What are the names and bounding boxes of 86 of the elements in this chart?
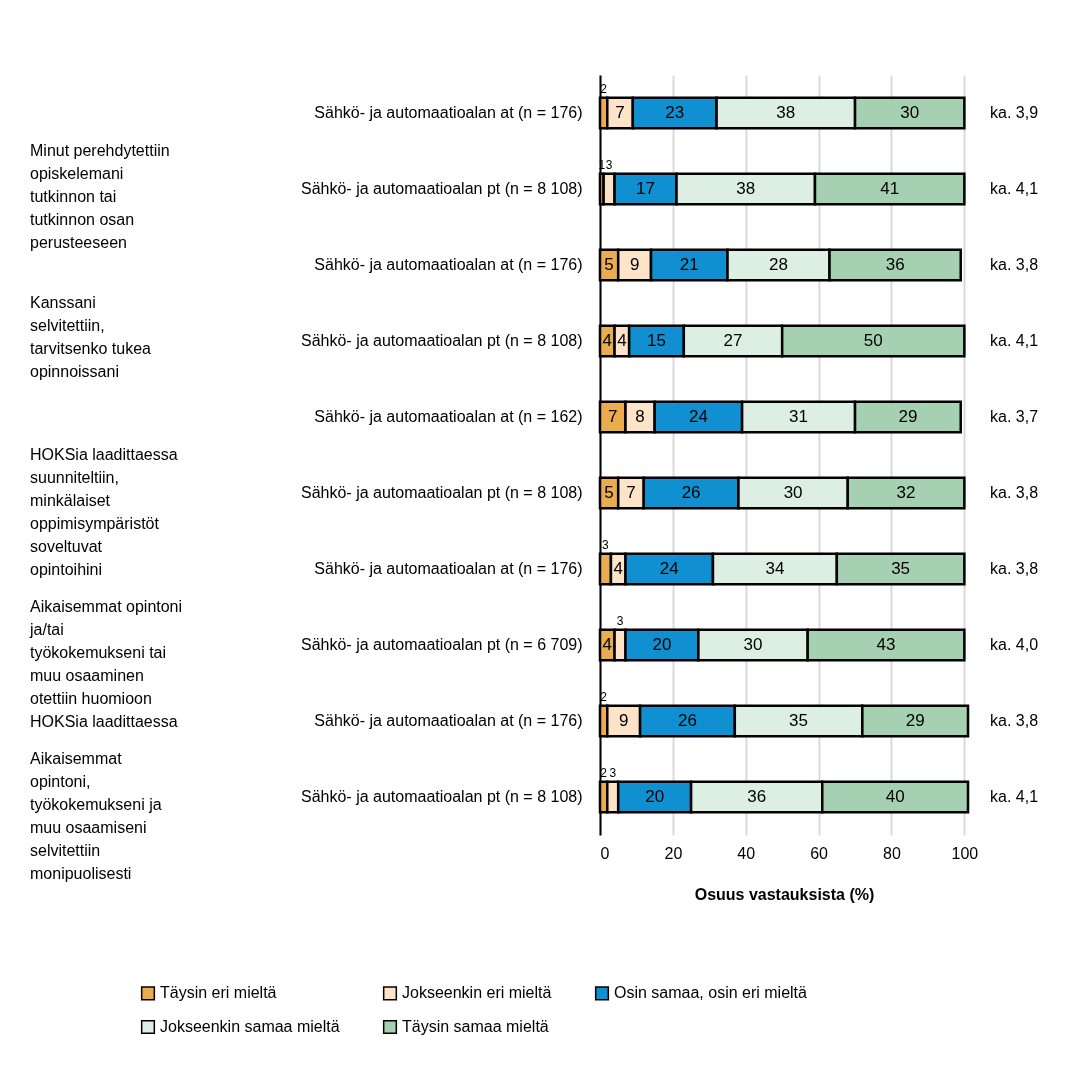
y-tick-label: Sähkö- ja automaatioalan pt (n = 6 709) xyxy=(300,636,583,653)
data-label: 9 xyxy=(629,255,640,274)
data-label: 26 xyxy=(677,711,697,730)
data-label: 29 xyxy=(905,711,925,730)
data-label: 27 xyxy=(723,331,743,350)
x-tick-label: 20 xyxy=(664,844,683,862)
data-label: 3 xyxy=(609,766,617,780)
x-tick-label: 0 xyxy=(600,844,610,862)
y-tick-label: Sähkö- ja automaatioalan at (n = 176) xyxy=(314,256,583,273)
y-tick-label: Sähkö- ja automaatioalan at (n = 176) xyxy=(314,712,583,729)
data-label: 3 xyxy=(616,614,624,628)
text: Minut perehdytettiin opiskelemani tutkinnon tai tutkinnon osan perusteeseen xyxy=(30,142,170,251)
data-label: 26 xyxy=(681,483,701,502)
x-tick-label: 100 xyxy=(951,844,979,862)
text: HOKSia laadittaessa suunniteltiin, minkälaiset oppimisympäristöt soveltuvat opintoihini xyxy=(30,446,178,578)
y-tick-label: Sähkö- ja automaatioalan pt (n = 8 108) xyxy=(300,484,583,501)
legend-label: Jokseenkin eri mieltä xyxy=(402,984,552,1002)
data-label: 5 xyxy=(604,255,614,274)
y-tick-label: Sähkö- ja automaatioalan at (n = 162) xyxy=(314,408,583,425)
text: ka. 3,9 xyxy=(990,104,1039,121)
text: ka. 3,8 xyxy=(990,484,1039,501)
text: ka. 4,1 xyxy=(990,180,1039,197)
data-label: 21 xyxy=(679,255,699,274)
data-label: 5 xyxy=(604,483,614,502)
data-label: 9 xyxy=(618,711,629,730)
data-label: 20 xyxy=(652,635,672,654)
data-label: 23 xyxy=(665,103,685,122)
data-label: 36 xyxy=(885,255,905,274)
data-label: 35 xyxy=(789,711,809,730)
data-label: 15 xyxy=(647,331,666,350)
data-label: 24 xyxy=(688,407,708,426)
y-tick-label: Sähkö- ja automaatioalan at (n = 176) xyxy=(314,104,583,121)
legend-label: Täysin eri mieltä xyxy=(160,984,277,1002)
data-label: 3 xyxy=(605,158,613,172)
data-label: 8 xyxy=(635,407,645,426)
data-label: 31 xyxy=(789,407,809,426)
text: Kanssani selvitettiin, tarvitsenko tukea opinnoissani xyxy=(30,294,152,380)
data-label: 7 xyxy=(615,103,625,122)
text: ka. 3,8 xyxy=(990,256,1039,273)
data-label: 29 xyxy=(898,407,918,426)
x-tick-label: 40 xyxy=(737,844,756,862)
data-label: 3 xyxy=(602,538,610,552)
data-label: 4 xyxy=(602,635,613,654)
data-label: 17 xyxy=(636,179,656,198)
data-label: 30 xyxy=(743,635,763,654)
y-tick-label: Sähkö- ja automaatioalan pt (n = 8 108) xyxy=(300,180,583,197)
x-tick-label: 60 xyxy=(810,844,829,862)
data-label: 28 xyxy=(769,255,788,274)
y-tick-label: Sähkö- ja automaatioalan pt (n = 8 108) xyxy=(300,332,583,349)
data-label: 32 xyxy=(896,483,916,502)
data-label: 2 xyxy=(600,766,608,780)
text: ka. 4,0 xyxy=(990,636,1039,653)
x-tick-label: 80 xyxy=(883,844,901,862)
data-label: 24 xyxy=(659,559,679,578)
data-label: 2 xyxy=(600,82,608,96)
x-axis-title: Osuus vastauksista (%) xyxy=(694,885,875,903)
data-label: 34 xyxy=(765,559,785,578)
text: Aikaisemmat opintoni, työkokemukseni ja muu osaamiseni selvitettiin monipuolisesti xyxy=(30,750,162,882)
data-label: 35 xyxy=(891,559,911,578)
data-label: 43 xyxy=(876,635,896,654)
data-label: 50 xyxy=(863,331,883,350)
text: ka. 3,8 xyxy=(990,560,1039,577)
data-label: 20 xyxy=(645,787,665,806)
data-label: 7 xyxy=(626,483,636,502)
data-label: 30 xyxy=(900,103,920,122)
y-tick-label: Sähkö- ja automaatioalan at (n = 176) xyxy=(314,560,583,577)
text: Aikaisemmat opintoni ja/tai työkokemukseni tai muu osaaminen otettiin huomioon HOKSia laadittaessa xyxy=(29,598,183,730)
data-label: 38 xyxy=(736,179,756,198)
data-label: 36 xyxy=(747,787,767,806)
text: ka. 4,1 xyxy=(990,332,1039,349)
legend-label: Jokseenkin samaa mieltä xyxy=(160,1018,340,1035)
y-tick-label: Sähkö- ja automaatioalan pt (n = 8 108) xyxy=(300,788,583,805)
data-label: 7 xyxy=(608,407,618,426)
data-label: 4 xyxy=(602,331,613,350)
legend-label: Täysin samaa mieltä xyxy=(402,1018,549,1035)
data-label: 4 xyxy=(613,559,623,578)
data-label: 38 xyxy=(776,103,796,122)
data-label: 41 xyxy=(880,179,900,198)
text: ka. 3,8 xyxy=(990,712,1039,729)
data-label: 4 xyxy=(617,331,627,350)
text: ka. 3,7 xyxy=(990,408,1039,425)
data-label: 30 xyxy=(783,483,803,502)
data-label: 2 xyxy=(600,690,608,704)
data-label: 40 xyxy=(885,787,905,806)
text: ka. 4,1 xyxy=(990,788,1039,805)
legend-label: Osin samaa, osin eri mieltä xyxy=(614,984,808,1002)
